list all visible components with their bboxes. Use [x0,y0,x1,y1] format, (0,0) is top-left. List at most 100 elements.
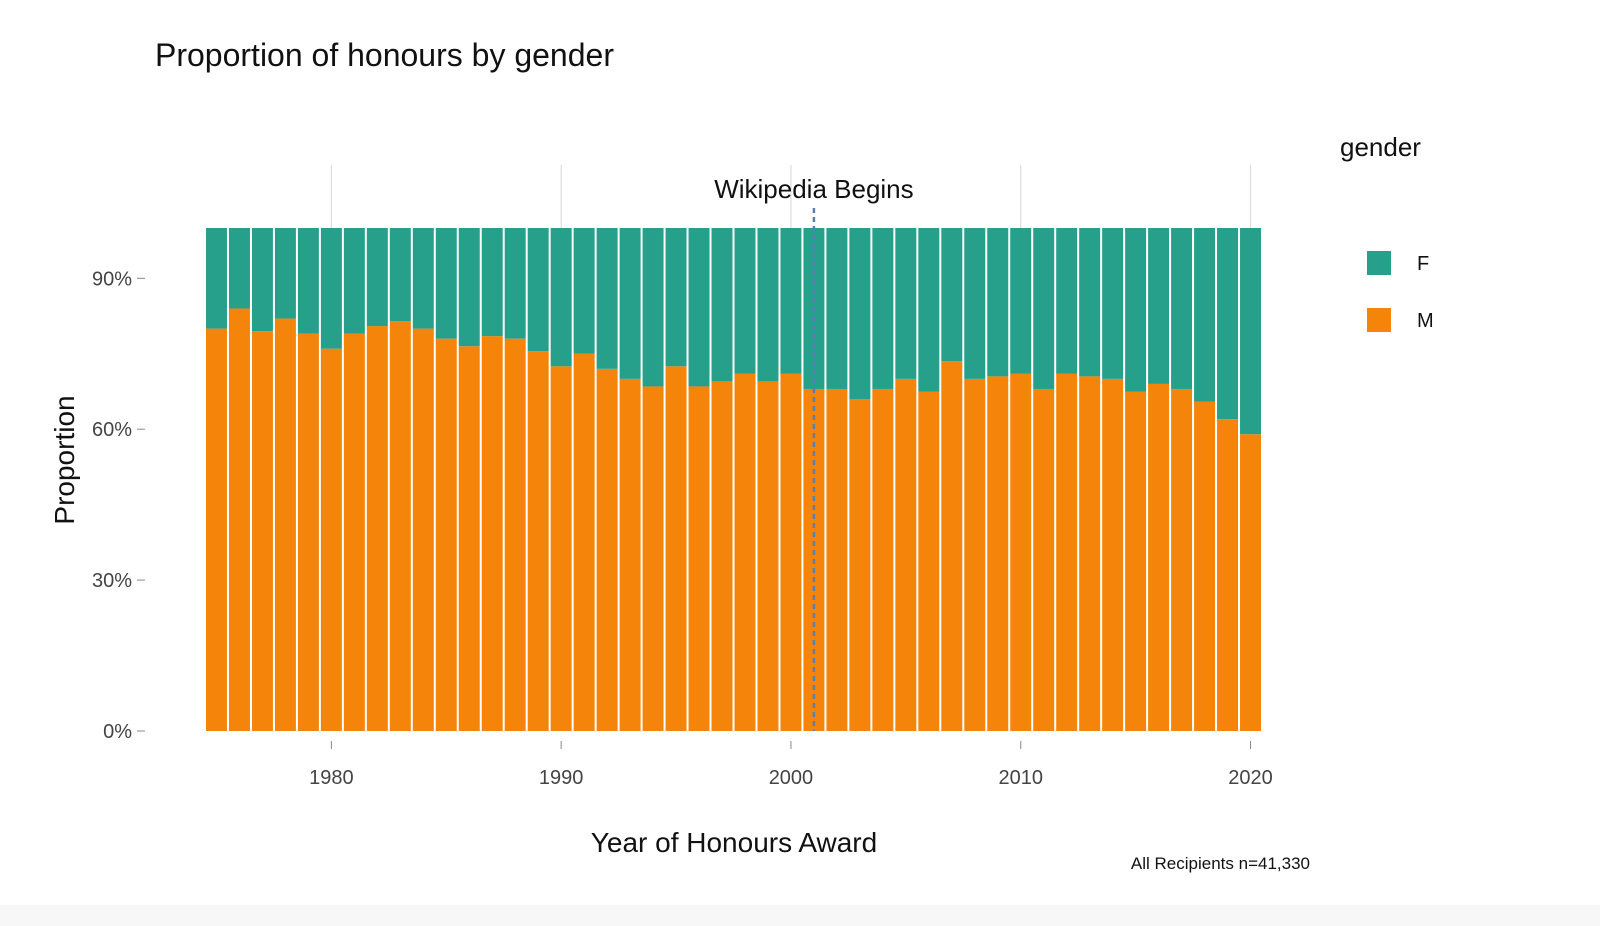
bar-M-2014 [1102,378,1124,731]
bar-M-1996 [688,386,710,731]
x-axis-title: Year of Honours Award [591,827,877,858]
bar-F-1991 [573,228,595,354]
bar-F-1981 [343,228,365,334]
bar-F-2016 [1148,228,1170,384]
bar-M-1990 [550,366,572,731]
bar-F-2003 [849,228,871,400]
bar-F-2005 [895,228,917,379]
bar-F-1975 [206,228,227,329]
bar-F-2002 [826,228,848,389]
bar-M-1979 [297,333,319,731]
bar-F-1980 [320,228,342,349]
legend-title: gender [1340,132,1421,162]
bar-M-2005 [895,378,917,731]
bar-F-1996 [688,228,710,387]
legend: gender F M [1340,132,1434,332]
bar-F-1999 [757,228,779,382]
bar-M-2011 [1033,388,1055,731]
legend-swatch-M [1367,308,1391,332]
y-tick-label-0: 0% [103,721,132,743]
y-tick-label-3: 90% [92,268,132,290]
chart-title: Proportion of honours by gender [155,37,614,73]
bar-F-2011 [1033,228,1055,389]
bar-F-1977 [251,228,273,332]
bar-M-1977 [251,331,273,731]
bar-M-2003 [849,399,871,731]
bar-F-2012 [1056,228,1078,374]
bar-F-2019 [1217,228,1239,420]
bar-M-1999 [757,381,779,731]
bar-M-2006 [918,391,940,731]
bar-F-1994 [642,228,664,387]
legend-label-M: M [1417,310,1434,332]
chart-caption: All Recipients n=41,330 [1131,854,1310,873]
x-tick-label-1990: 1990 [539,767,584,789]
bar-M-1997 [711,381,733,731]
bottom-band [0,905,1600,926]
bar-M-1982 [366,326,388,731]
bar-M-2016 [1148,383,1170,731]
bar-F-1983 [389,228,411,322]
y-tick-label-2: 60% [92,419,132,441]
bar-F-1986 [458,228,480,347]
bar-F-2018 [1194,228,1216,402]
bar-M-1987 [481,336,503,731]
y-tick-label-1: 30% [92,570,132,592]
bar-F-1988 [504,228,526,339]
bar-F-1979 [297,228,319,334]
y-axis-title: Proportion [49,395,80,524]
x-tick-label-1980: 1980 [309,767,354,789]
bar-F-2009 [987,228,1009,377]
bar-F-1989 [527,228,549,352]
bar-F-1978 [274,228,296,319]
bar-M-2013 [1079,376,1101,731]
x-tick-label-2010: 2010 [998,767,1043,789]
x-tick-label-2000: 2000 [769,767,814,789]
bar-M-2009 [987,376,1009,731]
bar-M-1984 [412,328,434,731]
bar-M-2018 [1194,401,1216,731]
bar-F-1976 [228,228,250,309]
bar-F-2008 [964,228,986,379]
bar-M-2007 [941,361,963,731]
bar-M-1975 [206,328,227,731]
annotation-label: Wikipedia Begins [714,174,913,204]
bar-M-2020 [1240,434,1261,731]
bar-M-1991 [573,353,595,731]
bar-F-2020 [1240,228,1261,435]
bar-M-1980 [320,348,342,731]
bar-F-2017 [1171,228,1193,389]
bar-F-1987 [481,228,503,337]
bar-F-1985 [435,228,457,339]
bar-M-2017 [1171,388,1193,731]
legend-label-F: F [1417,253,1429,275]
x-tick-label-2020: 2020 [1228,767,1273,789]
annotations: Wikipedia Begins [714,174,914,731]
bar-M-1993 [619,378,641,731]
bar-M-1989 [527,351,549,731]
bar-F-2015 [1125,228,1147,392]
bar-M-1986 [458,346,480,731]
bar-M-1976 [228,308,250,731]
bars [206,228,1261,731]
bar-F-1982 [366,228,388,327]
bar-M-1988 [504,338,526,731]
bar-M-2000 [780,373,802,731]
bar-M-1978 [274,318,296,731]
bar-M-2008 [964,378,986,731]
bar-M-1995 [665,366,687,731]
bar-F-1997 [711,228,733,382]
bar-F-1998 [734,228,756,374]
bar-M-1992 [596,368,618,731]
bar-F-2004 [872,228,894,389]
bar-F-1995 [665,228,687,367]
bar-F-2010 [1010,228,1032,374]
bar-M-2004 [872,388,894,731]
bar-M-1981 [343,333,365,731]
bar-M-1994 [642,386,664,731]
bar-F-2000 [780,228,802,374]
bar-F-1993 [619,228,641,379]
bar-M-2015 [1125,391,1147,731]
